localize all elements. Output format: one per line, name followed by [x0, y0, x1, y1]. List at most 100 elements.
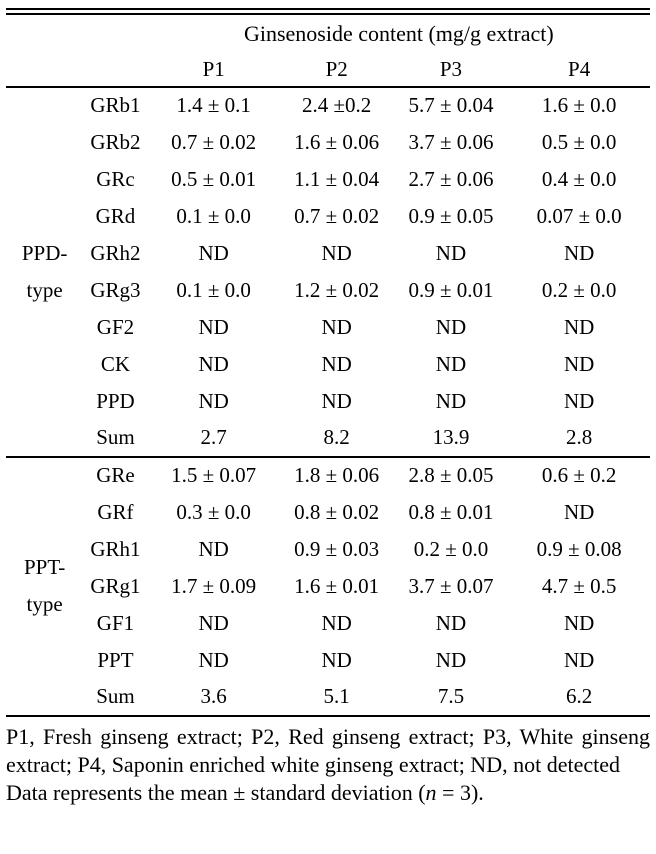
compound-label: GRg3: [90, 277, 141, 302]
compound-label: GRd: [95, 203, 136, 228]
column-header-p3: P3: [393, 53, 509, 88]
group-label-line: type: [26, 592, 63, 616]
value-cell: 0.07 ± 0.0: [536, 203, 622, 228]
value-cell: 2.7 ± 0.06: [408, 166, 494, 191]
group-label-ppd: PPD-type: [6, 87, 83, 457]
value-cell: ND: [563, 499, 595, 524]
table-row: GF2 ND ND ND ND: [6, 309, 650, 346]
table-title: Ginsenoside content (mg/g extract): [243, 21, 554, 47]
value-cell: 0.8 ± 0.02: [294, 499, 380, 524]
compound-label: PPT: [97, 647, 134, 672]
footnote-statistics: Data represents the mean ± standard devi…: [6, 779, 650, 807]
table-row: GRd 0.1 ± 0.0 0.7 ± 0.02 0.9 ± 0.05 0.07 ± 0…: [6, 198, 650, 235]
table-row: PPD ND ND ND ND: [6, 383, 650, 420]
compound-label: GRe: [83, 455, 148, 494]
table-row: GRc 0.5 ± 0.01 1.1 ± 0.04 2.7 ± 0.06 0.4 ± 0…: [6, 161, 650, 198]
compound-label: GRf: [97, 499, 134, 524]
value-cell: 8.2: [323, 425, 350, 449]
group-label-line: PPD-: [21, 240, 68, 265]
header-spacer: [6, 53, 148, 88]
value-cell: ND: [198, 647, 229, 672]
value-cell: 5.1: [323, 684, 350, 708]
value-cell: ND: [435, 314, 467, 339]
value-cell: ND: [321, 351, 352, 376]
value-cell: ND: [321, 314, 352, 339]
column-header-p1: P1: [147, 53, 280, 88]
group-label-line: type: [26, 277, 63, 302]
value-cell: 13.9: [432, 425, 470, 449]
value-cell: 0.5 ± 0.01: [171, 166, 257, 191]
table-body: PPD-type GRb1 1.4 ± 0.1 2.4 ±0.2 5.7 ± 0.04 1…: [6, 87, 650, 716]
value-cell: ND: [563, 314, 595, 339]
compound-label: GRh2: [90, 240, 141, 265]
table-header-row-title: Ginsenoside content (mg/g extract): [6, 12, 650, 54]
table-row: PPD-type GRb1 1.4 ± 0.1 2.4 ±0.2 5.7 ± 0.04 1…: [6, 87, 650, 302]
table-row: GRb2 0.7 ± 0.02 1.6 ± 0.06 3.7 ± 0.06 0.5 ± …: [6, 124, 650, 161]
value-cell: ND: [563, 240, 595, 265]
value-cell: ND: [198, 240, 229, 265]
value-cell: 0.9 ± 0.05: [408, 203, 494, 228]
table-header-row-columns: P1 P2 P3 P4: [6, 53, 650, 88]
compound-label: Sum: [96, 684, 135, 708]
value-cell: ND: [198, 388, 229, 413]
value-cell: ND: [435, 610, 467, 635]
value-cell: 1.1 ± 0.04: [294, 166, 380, 191]
table-row: GRh1 ND 0.9 ± 0.03 0.2 ± 0.0 0.9 ± 0.08: [6, 531, 650, 568]
footnote-stats-n: n: [425, 779, 437, 805]
value-cell: ND: [198, 351, 229, 376]
value-cell: 0.3 ± 0.0: [176, 499, 251, 524]
value-cell: ND: [435, 351, 467, 376]
footnote-definitions: P1, Fresh ginseng extract; P2, Red ginse…: [6, 723, 650, 777]
value-cell: 0.6 ± 0.2: [508, 455, 650, 494]
compound-label: GF2: [96, 314, 135, 339]
header-spacer: [6, 12, 148, 54]
table-row: GRg3 0.1 ± 0.0 1.2 ± 0.02 0.9 ± 0.01 0.2 ± 0…: [6, 272, 650, 309]
value-cell: 6.2: [566, 684, 593, 708]
value-cell: 2.8 ± 0.05: [393, 455, 509, 494]
compound-label: Sum: [96, 425, 135, 449]
table-row: GRh2 ND ND ND ND: [6, 235, 650, 272]
value-cell: 0.9 ± 0.08: [536, 536, 622, 561]
table-row: GRg1 1.7 ± 0.09 1.6 ± 0.01 3.7 ± 0.07 4.7 ± …: [6, 568, 650, 605]
footnote-stats-suffix: = 3).: [436, 779, 484, 805]
ginsenoside-content-table: Ginsenoside content (mg/g extract) P1 P2…: [6, 8, 650, 717]
table-row: GF1 ND ND ND ND: [6, 605, 650, 642]
value-cell: 0.8 ± 0.01: [408, 499, 494, 524]
compound-label: PPD: [96, 388, 135, 413]
compound-label: GRc: [96, 166, 135, 191]
table-row: GRf 0.3 ± 0.0 0.8 ± 0.02 0.8 ± 0.01 ND: [6, 494, 650, 531]
group-label-ppt: PPT-type: [6, 455, 84, 716]
value-cell: 0.1 ± 0.0: [176, 277, 251, 302]
value-cell: 0.2 ± 0.0: [541, 277, 617, 302]
compound-label: GRh1: [90, 536, 141, 561]
value-cell: 1.2 ± 0.02: [294, 277, 380, 302]
value-cell: 0.5 ± 0.0: [541, 129, 617, 154]
value-cell: ND: [435, 388, 467, 413]
value-cell: ND: [198, 610, 229, 635]
value-cell: 1.6 ± 0.01: [294, 573, 380, 598]
value-cell: 2.4 ±0.2: [302, 93, 372, 117]
value-cell: 0.2 ± 0.0: [413, 536, 489, 561]
value-cell: 3.7 ± 0.06: [408, 129, 494, 154]
value-cell: ND: [435, 240, 467, 265]
value-cell: 4.7 ± 0.5: [541, 573, 617, 598]
value-cell: ND: [321, 388, 352, 413]
compound-label: GRg1: [90, 573, 141, 598]
column-header-p4: P4: [508, 53, 650, 88]
group-label-line: PPT-: [24, 555, 66, 579]
table-row: Sum 2.7 8.2 13.9 2.8: [6, 420, 650, 457]
column-header-p2: P2: [279, 53, 394, 88]
table-row: PPT ND ND ND ND: [6, 642, 650, 679]
value-cell: 1.6 ± 0.06: [294, 129, 380, 154]
value-cell: ND: [321, 647, 352, 672]
table-row: CK ND ND ND ND: [6, 346, 650, 383]
compound-label: CK: [100, 351, 131, 376]
value-cell: 0.4 ± 0.0: [541, 166, 617, 191]
value-cell: ND: [321, 240, 352, 265]
footnote-stats-prefix: Data represents the mean ± standard devi…: [6, 779, 426, 805]
value-cell: 5.7 ± 0.04: [408, 93, 494, 117]
compound-label: GRb2: [90, 129, 141, 154]
table-row: Sum 3.6 5.1 7.5 6.2: [6, 679, 650, 716]
value-cell: ND: [321, 610, 352, 635]
